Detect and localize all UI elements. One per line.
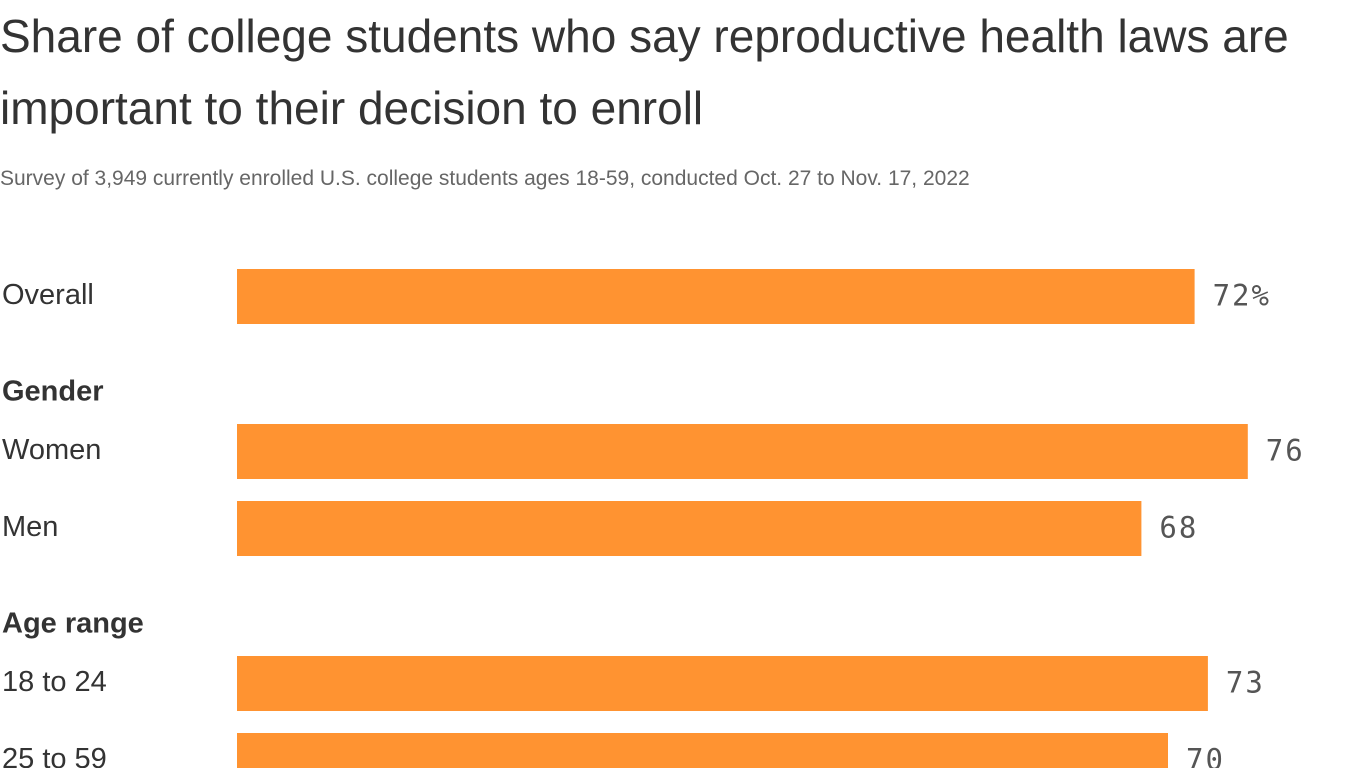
bar <box>237 501 1142 556</box>
value-label: 72% <box>1213 279 1271 313</box>
category-label: 25 to 59 <box>2 743 107 768</box>
chart-subtitle: Survey of 3,949 currently enrolled U.S. … <box>0 167 970 190</box>
bar <box>237 733 1168 768</box>
value-label: 68 <box>1159 511 1198 545</box>
value-label: 70 <box>1186 743 1225 768</box>
group-heading: Gender <box>2 376 104 408</box>
bar <box>237 424 1248 479</box>
category-label: 18 to 24 <box>2 666 107 698</box>
value-label: 76 <box>1266 434 1305 468</box>
chart-title: Share of college students who say reprod… <box>0 10 1289 134</box>
value-label: 73 <box>1226 666 1265 700</box>
category-label: Overall <box>2 279 94 311</box>
bar <box>237 656 1208 711</box>
category-label: Women <box>2 434 101 466</box>
group-heading: Age range <box>2 608 144 640</box>
bar <box>237 269 1195 324</box>
category-label: Men <box>2 511 58 543</box>
